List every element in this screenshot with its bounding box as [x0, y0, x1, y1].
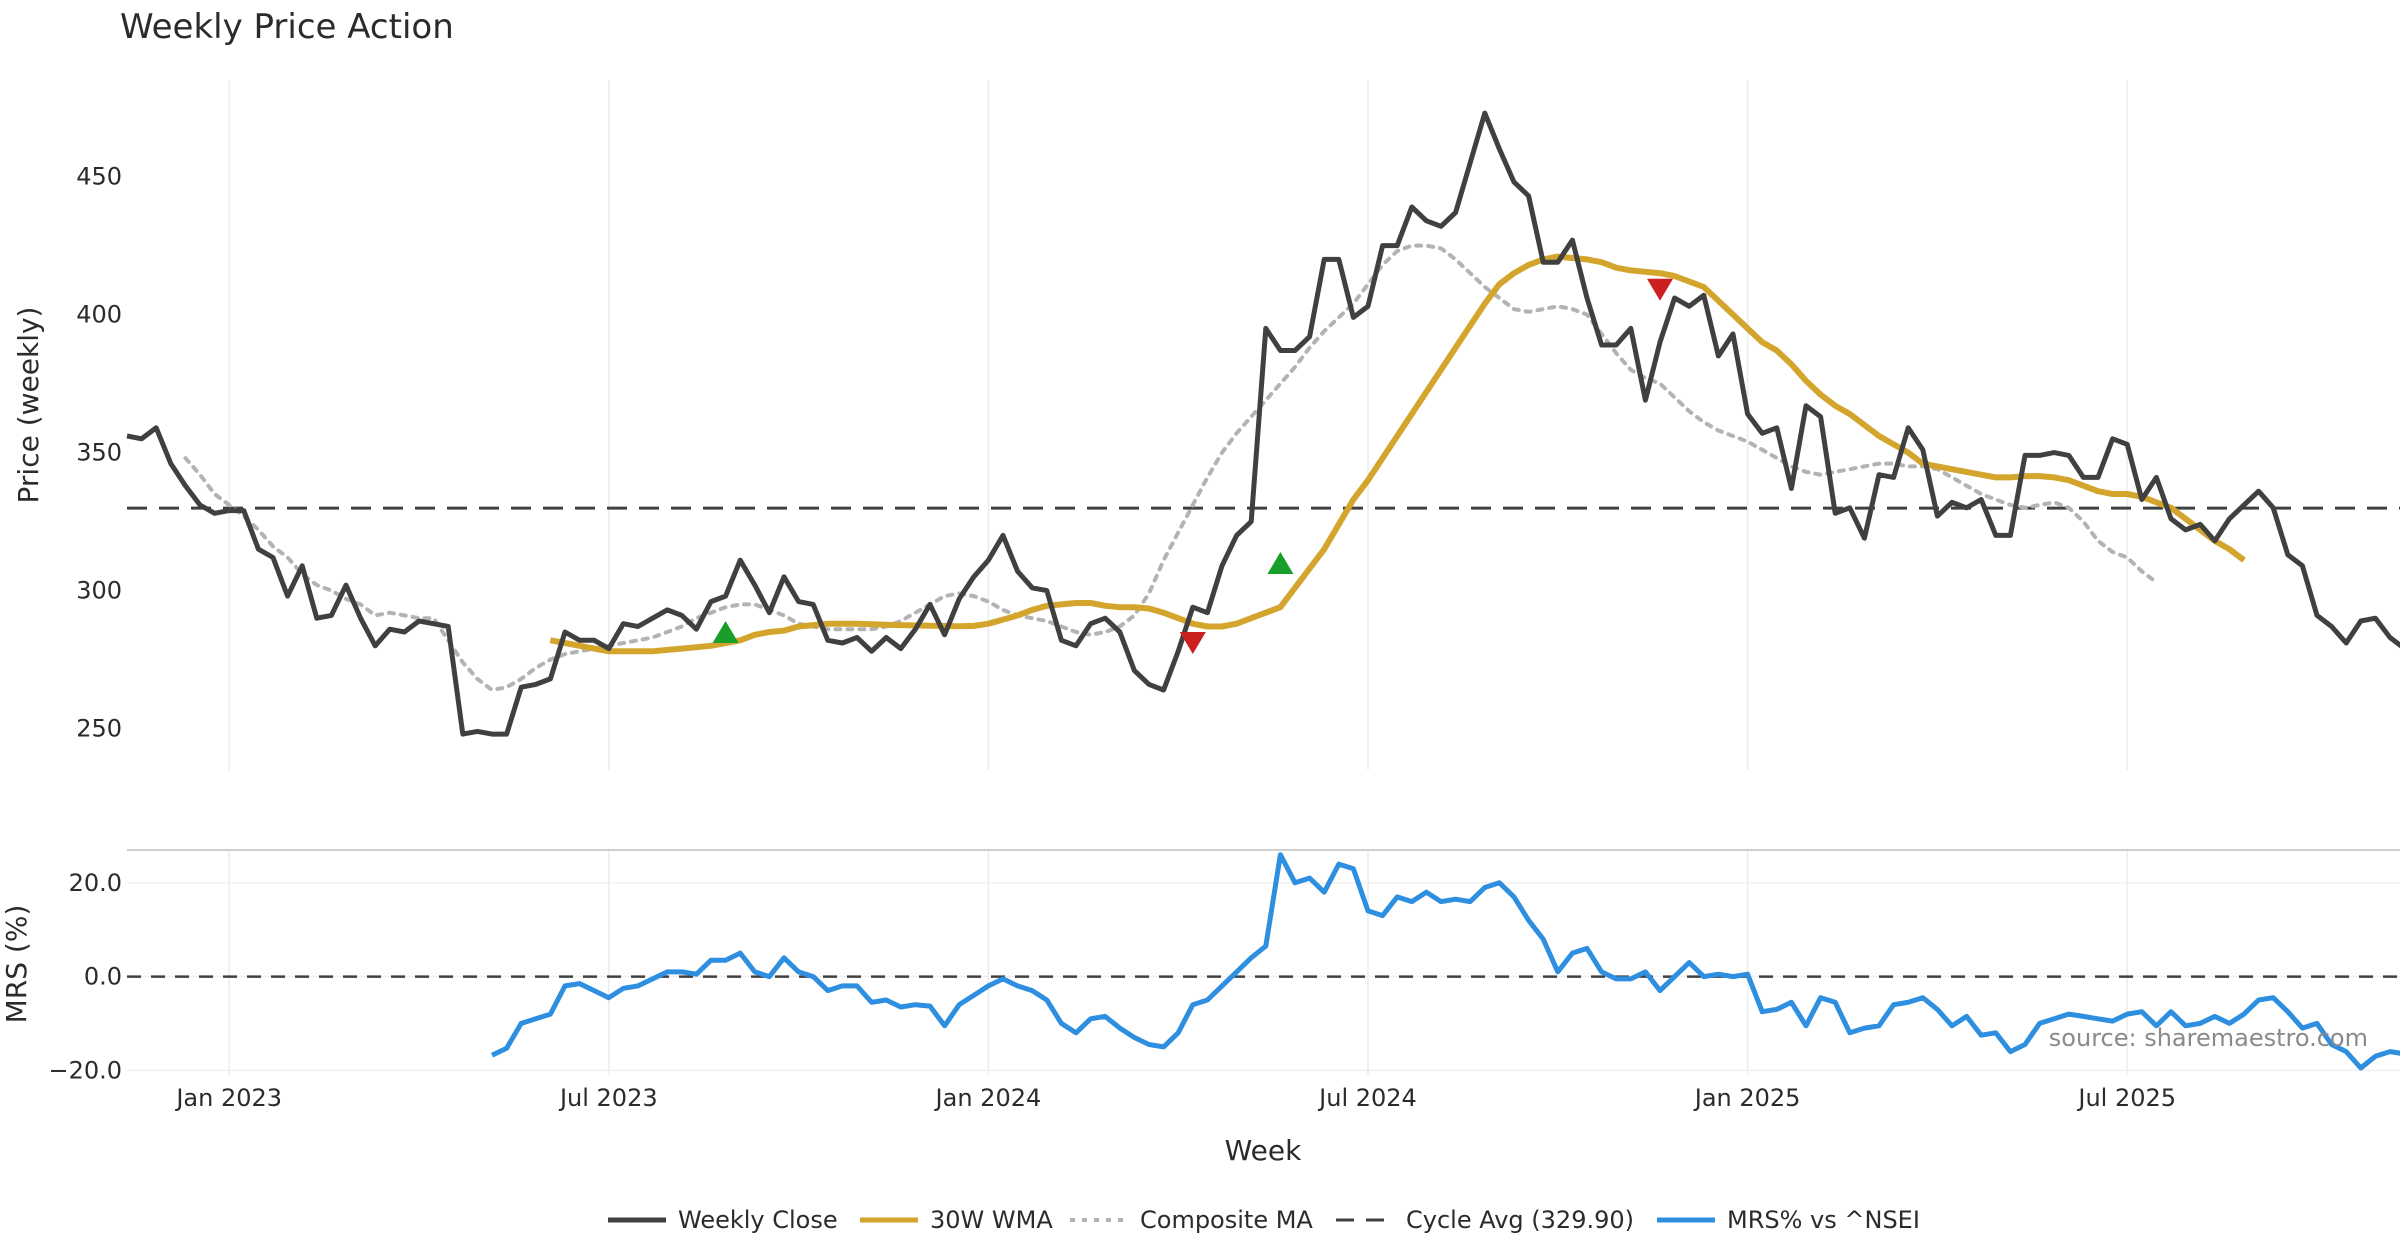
mrs-y-axis-label: MRS (%) — [0, 905, 33, 1024]
buy-signal-marker — [712, 621, 739, 643]
legend: Weekly Close 30W WMA Composite MA Cycle Avg… — [608, 1206, 1920, 1234]
sell-signal-marker — [1179, 632, 1206, 655]
vertical-gridlines — [127, 80, 2400, 1075]
source-note: source: sharemaestro.com — [2049, 1024, 2368, 1052]
x-tick-label: Jul 2024 — [1317, 1084, 1417, 1112]
price-y-axis-label: Price (weekly) — [12, 307, 45, 504]
wma-30w-line — [549, 253, 2246, 655]
legend-label: Cycle Avg (329.90) — [1406, 1206, 1634, 1234]
x-axis-label: Week — [1225, 1134, 1302, 1167]
price-y-tick-label: 350 — [76, 439, 122, 467]
legend-label: Weekly Close — [678, 1206, 838, 1234]
legend-label: MRS% vs ^NSEI — [1727, 1206, 1920, 1234]
x-tick-label: Jan 2025 — [1693, 1084, 1801, 1112]
signal-markers — [712, 278, 1673, 655]
composite-ma-line — [183, 243, 2159, 693]
price-y-tick-label: 300 — [76, 577, 122, 605]
mrs-y-tick-label: −20.0 — [48, 1056, 122, 1084]
x-tick-label: Jan 2023 — [174, 1084, 282, 1112]
buy-signal-marker — [1267, 552, 1294, 574]
mrs-y-axis: 20.0 0.0 −20.0 — [48, 869, 122, 1085]
x-tick-label: Jan 2024 — [934, 1084, 1042, 1112]
legend-label: 30W WMA — [930, 1206, 1053, 1234]
price-y-tick-label: 250 — [76, 715, 122, 743]
x-axis: Jan 2023 Jul 2023 Jan 2024 Jul 2024 Jan 2025… — [174, 1084, 2176, 1112]
x-tick-label: Jul 2025 — [2076, 1084, 2176, 1112]
mrs-y-tick-label: 20.0 — [69, 869, 122, 897]
mrs-y-tick-label: 0.0 — [84, 963, 122, 991]
price-y-axis: 250 300 350 400 450 — [76, 163, 122, 743]
x-tick-label: Jul 2023 — [558, 1084, 658, 1112]
price-y-tick-label: 400 — [76, 301, 122, 329]
legend-label: Composite MA — [1140, 1206, 1313, 1234]
sell-signal-marker — [1647, 278, 1673, 301]
weekly-close-line — [126, 110, 2400, 737]
chart-title: Weekly Price Action — [120, 7, 454, 47]
price-y-tick-label: 450 — [76, 163, 122, 191]
mrs-line — [490, 852, 2400, 1071]
